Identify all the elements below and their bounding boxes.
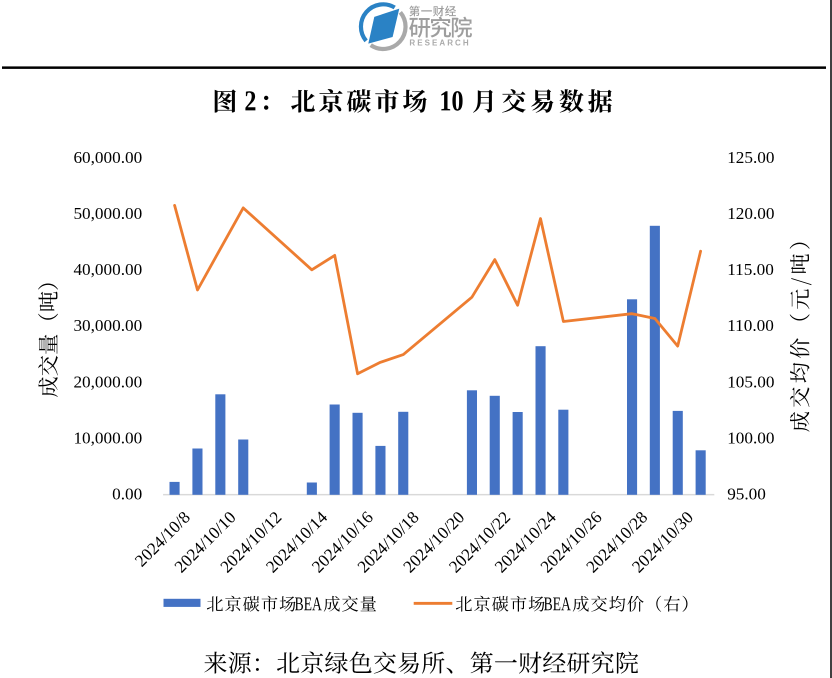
svg-text:0.00: 0.00 [112, 485, 142, 504]
svg-text:110.00: 110.00 [727, 316, 774, 335]
svg-text:120.00: 120.00 [727, 204, 774, 223]
svg-text:40,000.00: 40,000.00 [73, 260, 142, 279]
svg-text:20,000.00: 20,000.00 [73, 372, 142, 391]
svg-text:100.00: 100.00 [727, 428, 774, 447]
svg-text:105.00: 105.00 [727, 372, 774, 391]
svg-text:RESEARCH: RESEARCH [409, 38, 470, 47]
svg-text:115.00: 115.00 [727, 260, 774, 279]
svg-text:125.00: 125.00 [727, 148, 774, 167]
svg-text:10,000.00: 10,000.00 [73, 428, 142, 447]
svg-text:50,000.00: 50,000.00 [73, 204, 142, 223]
svg-text:60,000.00: 60,000.00 [73, 148, 142, 167]
svg-text:95.00: 95.00 [727, 485, 766, 504]
svg-text:30,000.00: 30,000.00 [73, 316, 142, 335]
